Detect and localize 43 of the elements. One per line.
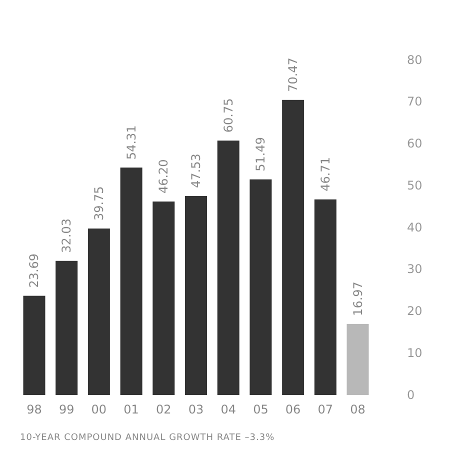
bar [282,100,304,395]
data-label: 51.49 [254,137,268,172]
x-tick-label: 01 [124,402,139,417]
data-label: 60.75 [221,98,236,133]
y-tick-label: 80 [407,52,422,67]
data-label: 32.03 [60,218,74,253]
x-tick-label: 05 [253,402,268,417]
x-tick-label: 00 [91,402,107,417]
y-tick-label: 0 [407,388,415,402]
bar [250,179,272,395]
x-tick-label: 04 [220,402,236,417]
x-tick-label: 02 [156,402,172,417]
y-tick-label: 70 [407,94,422,109]
data-label: 46.71 [318,157,332,192]
bar [120,168,142,395]
data-label: 16.97 [350,282,365,316]
data-label: 39.75 [92,186,106,221]
y-tick-label: 60 [407,136,422,151]
y-tick-label: 10 [407,346,422,360]
bar [314,199,336,395]
bar [217,140,240,395]
bar [152,202,175,395]
data-label: 47.53 [189,154,203,188]
y-tick-label: 30 [407,262,422,276]
x-tick-label: 99 [58,402,74,417]
data-label: 46.20 [156,159,171,194]
x-tick-label: 07 [318,402,334,417]
bar [23,296,46,395]
data-label: 70.47 [286,58,300,92]
bar [56,260,78,395]
y-tick-label: 20 [407,304,422,318]
y-tick-label: 50 [407,178,422,192]
x-tick-label: 08 [350,402,366,417]
bar [185,196,207,395]
x-tick-label: 06 [285,402,301,417]
x-tick-label: 98 [26,402,42,417]
text: 10-YEAR COMPOUND ANNUAL GROWTH RATE –3.3% [20,433,275,443]
x-tick-label: 03 [188,402,204,417]
bar [346,324,369,395]
bar [88,228,110,395]
data-label: 23.69 [27,253,42,288]
data-label: 54.31 [124,125,138,160]
y-tick-label: 40 [407,220,422,234]
